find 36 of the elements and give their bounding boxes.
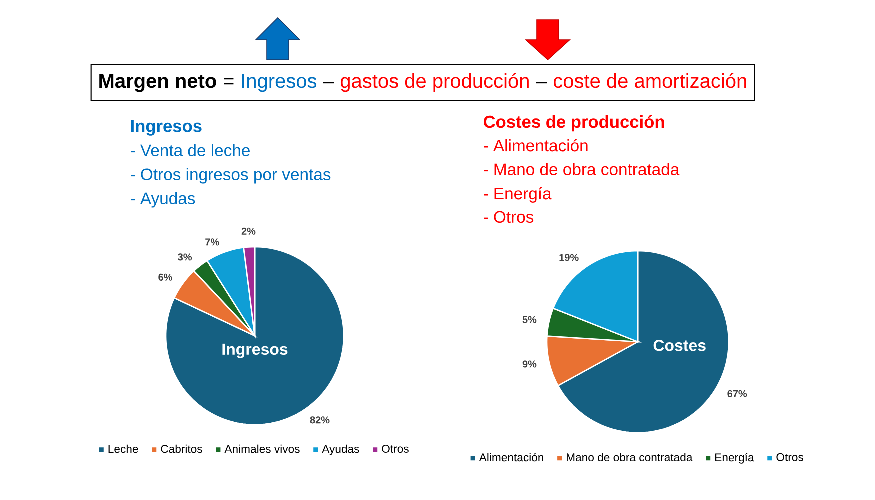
legend-label: Leche bbox=[108, 444, 138, 454]
data-label: 2% bbox=[242, 228, 256, 235]
text: - Venta de leche bbox=[131, 144, 250, 157]
data-label: 67% bbox=[728, 390, 748, 398]
legend-label: Mano de obra contratada bbox=[567, 453, 693, 462]
text: – bbox=[536, 82, 548, 84]
data-label: 82% bbox=[310, 416, 330, 424]
chart-title: Costes de producción bbox=[484, 115, 664, 132]
text: - Mano de obra contratada bbox=[484, 163, 680, 176]
text: Ingresos bbox=[242, 74, 317, 92]
legend-label: Cabritos bbox=[161, 444, 202, 454]
text: = bbox=[224, 78, 234, 85]
chart-title: Ingresos bbox=[131, 120, 202, 136]
data-label: 3% bbox=[178, 254, 192, 261]
legend-label: Otros bbox=[382, 444, 409, 454]
legend-label: Ayudas bbox=[322, 444, 360, 456]
text: gastos de producción bbox=[340, 73, 529, 92]
text: Margen neto bbox=[100, 74, 216, 92]
text: – bbox=[323, 82, 334, 84]
data-label: 5% bbox=[522, 316, 537, 324]
text: Ingresos bbox=[222, 344, 288, 358]
text: - Otros bbox=[484, 211, 534, 224]
legend-label: Alimentación bbox=[479, 453, 544, 462]
text: Costes bbox=[654, 340, 706, 352]
legend-label: Energía bbox=[716, 453, 754, 464]
text: - Alimentación bbox=[484, 139, 588, 152]
legend-label: Otros bbox=[776, 453, 804, 462]
text: - Otros ingresos por ventas bbox=[131, 168, 331, 184]
data-label: 6% bbox=[158, 274, 172, 281]
text: - Energía bbox=[484, 187, 552, 203]
data-label: 7% bbox=[206, 238, 220, 246]
legend-label: Animales vivos bbox=[224, 444, 300, 454]
data-label: 9% bbox=[522, 360, 537, 368]
data-label: 19% bbox=[560, 254, 579, 262]
text: coste de amortización bbox=[554, 73, 746, 88]
text: - Ayudas bbox=[131, 192, 196, 208]
